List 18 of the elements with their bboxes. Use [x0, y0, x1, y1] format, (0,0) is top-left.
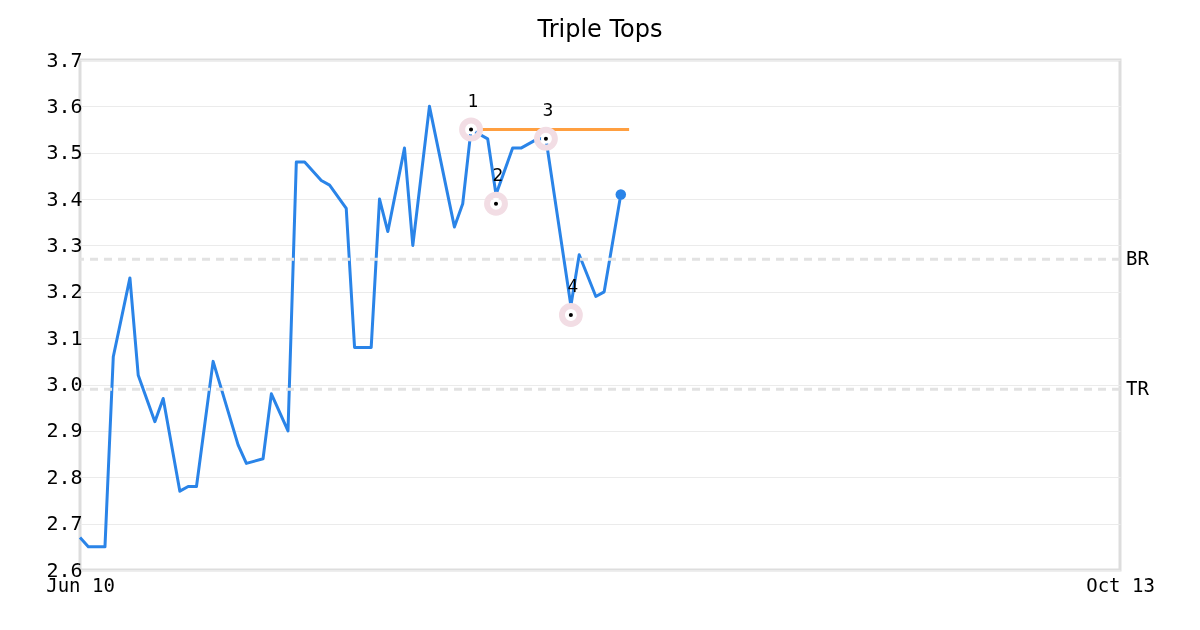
y-tick-label: 3.3 [46, 232, 83, 257]
chart-title: Triple Tops [536, 15, 663, 43]
y-tick-label: 3.1 [46, 325, 83, 350]
y-tick-label: 2.7 [46, 511, 83, 536]
ref-line-label: BR [1126, 247, 1150, 270]
y-tick-label: 3.4 [46, 186, 83, 211]
y-tick-label: 2.8 [46, 464, 83, 489]
y-tick-label: 3.7 [46, 47, 83, 72]
annotation: 3 [542, 99, 554, 120]
y-tick-label: 3.5 [46, 140, 83, 165]
y-tick-label: 2.9 [46, 418, 83, 443]
ref-line-label: TR [1126, 377, 1150, 400]
point [615, 189, 627, 200]
x-tick-label: Oct 13 [1086, 573, 1155, 596]
y-tick-label: 3.2 [46, 279, 83, 304]
y-tick-label: 3.6 [46, 93, 83, 118]
annotation: 1 [467, 90, 479, 111]
y-tick-label: 3.0 [46, 372, 83, 397]
